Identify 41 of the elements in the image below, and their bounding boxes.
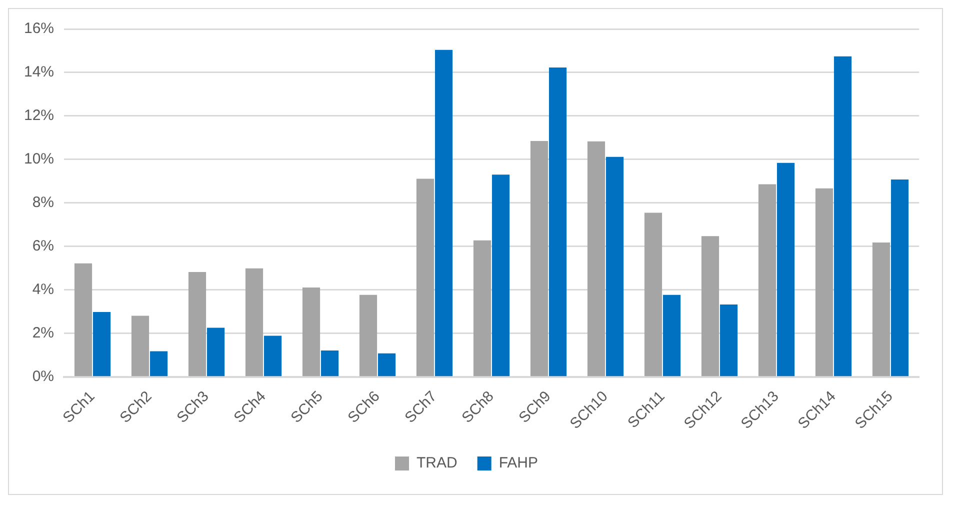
bar bbox=[302, 287, 320, 376]
y-tick-label: 16% bbox=[24, 20, 54, 38]
y-tick-label: 8% bbox=[32, 194, 54, 212]
bar bbox=[74, 263, 92, 376]
bar bbox=[890, 179, 909, 376]
y-tick-label: 10% bbox=[24, 150, 54, 168]
bar bbox=[720, 304, 738, 376]
bar bbox=[587, 141, 606, 376]
bar bbox=[188, 272, 206, 376]
y-tick-label: 6% bbox=[32, 238, 54, 255]
bar bbox=[492, 174, 510, 376]
bar bbox=[758, 184, 776, 376]
bar bbox=[150, 351, 168, 376]
bar bbox=[606, 156, 624, 376]
bar bbox=[662, 294, 681, 376]
y-tick-label: 4% bbox=[32, 281, 54, 298]
bar bbox=[701, 236, 720, 376]
bar bbox=[320, 350, 339, 376]
bar bbox=[834, 56, 852, 376]
y-tick-label: 12% bbox=[24, 107, 54, 124]
bar bbox=[264, 336, 282, 376]
bar bbox=[416, 178, 434, 376]
bar bbox=[530, 140, 548, 376]
y-tick-label: 0% bbox=[32, 368, 54, 385]
bar bbox=[359, 294, 378, 376]
y-tick-label: 2% bbox=[32, 324, 54, 342]
y-tick-label: 14% bbox=[24, 64, 54, 81]
bar bbox=[815, 188, 834, 376]
bar bbox=[473, 240, 492, 376]
bar bbox=[434, 50, 453, 376]
bar bbox=[92, 312, 111, 376]
bar bbox=[378, 353, 396, 376]
bar bbox=[644, 212, 662, 376]
legend-label: FAHP bbox=[498, 454, 538, 472]
bar bbox=[206, 328, 225, 376]
bar bbox=[548, 67, 567, 376]
bar bbox=[872, 242, 890, 376]
bar bbox=[776, 162, 795, 376]
bar bbox=[131, 316, 150, 376]
bar bbox=[245, 268, 264, 376]
legend-label: TRAD bbox=[416, 454, 458, 472]
